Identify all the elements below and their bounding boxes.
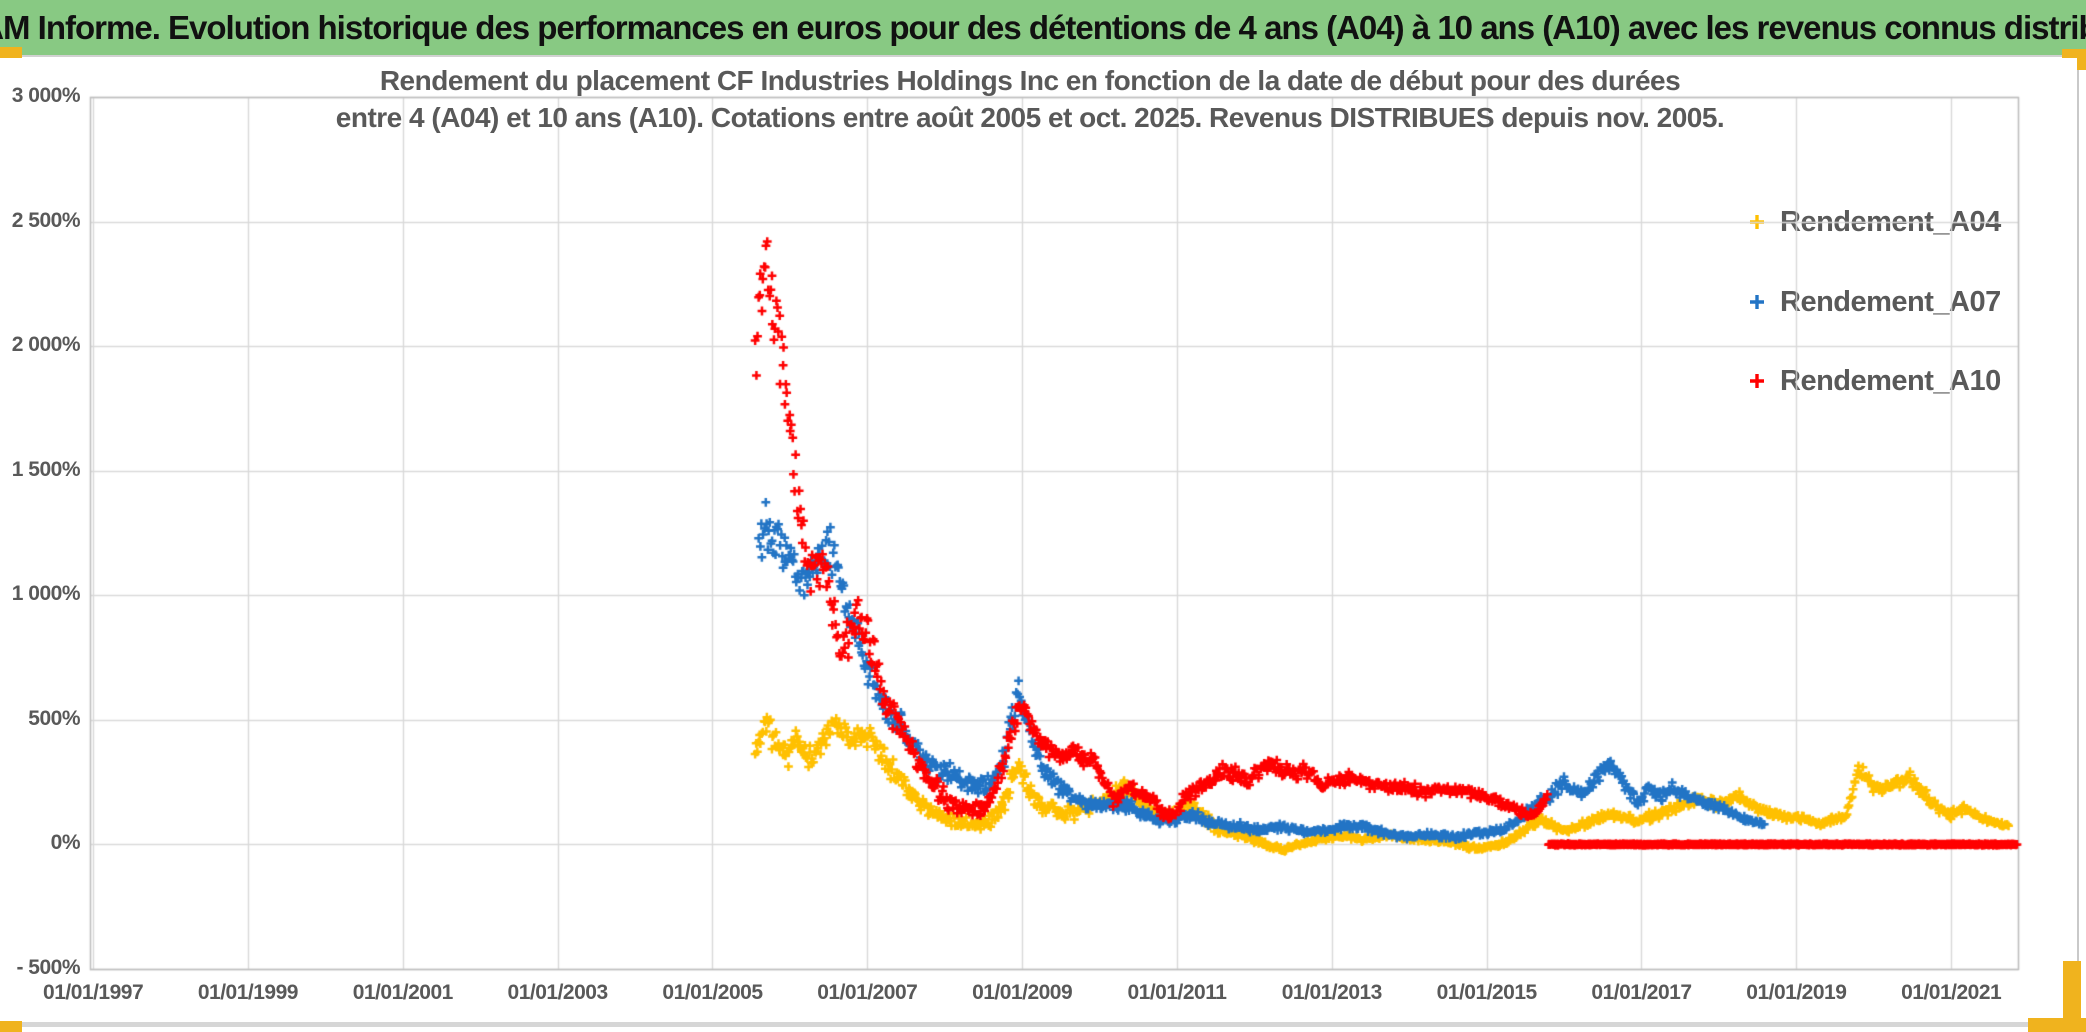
accent-top-right-v xyxy=(2077,49,2086,70)
x-axis-label: 01/01/2007 xyxy=(817,981,918,1004)
x-axis-label: 01/01/2021 xyxy=(1901,981,2002,1004)
x-axis-label: 01/01/2019 xyxy=(1746,981,1847,1004)
accent-bottom-left xyxy=(0,1021,22,1032)
chart-title: Rendement du placement CF Industries Hol… xyxy=(300,62,1760,136)
y-axis-label: 0% xyxy=(50,831,81,855)
x-axis-label: 01/01/2011 xyxy=(1127,981,1227,1004)
y-axis-label: 3 000% xyxy=(11,84,81,107)
accent-bottom-right-h xyxy=(2028,1018,2086,1032)
chart-title-line1: Rendement du placement CF Industries Hol… xyxy=(379,65,1681,96)
x-axis-label: 01/01/2005 xyxy=(662,981,763,1004)
y-axis-label: 1 000% xyxy=(11,582,81,606)
x-axis-label: 01/01/1997 xyxy=(43,981,144,1004)
x-axis-label: 01/01/2001 xyxy=(352,981,454,1004)
accent-bottom-right-v xyxy=(2063,961,2081,1032)
y-axis-label: 2 000% xyxy=(11,333,81,357)
x-axis-label: 01/01/2013 xyxy=(1281,981,1383,1004)
y-axis-label: 500% xyxy=(28,706,80,730)
x-axis-label: 01/01/2015 xyxy=(1436,981,1538,1004)
accent-top-left xyxy=(0,47,22,58)
y-axis-label: - 500% xyxy=(16,956,80,979)
accent-top-right-h xyxy=(2062,49,2086,58)
x-axis-label: 01/01/2017 xyxy=(1591,981,1692,1004)
x-axis-label: 01/01/2009 xyxy=(972,981,1073,1004)
x-axis-label: 01/01/1999 xyxy=(197,981,299,1004)
y-axis-label: 2 500% xyxy=(11,208,81,232)
chart-title-line2: entre 4 (A04) et 10 ans (A10). Cotations… xyxy=(335,102,1725,133)
y-axis-label: 1 500% xyxy=(11,457,81,481)
x-axis-label: 01/01/2003 xyxy=(507,981,609,1004)
